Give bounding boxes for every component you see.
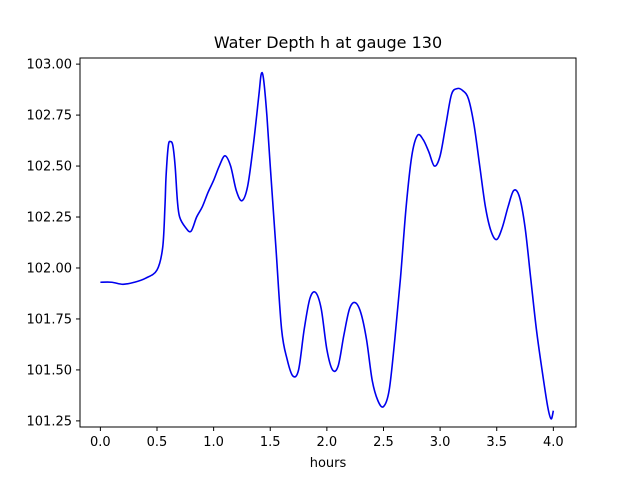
x-axis-ticks: 0.0 0.5 1.0 1.5 2.0 2.5 3.0 3.5 4.0 [90, 427, 564, 450]
y-tick-label: 101.75 [27, 312, 73, 327]
x-tick-label: 4.0 [543, 435, 564, 450]
y-tick-label: 101.25 [27, 414, 73, 429]
x-tick-label: 0.0 [90, 435, 111, 450]
y-tick-label: 103.00 [27, 58, 73, 73]
y-tick-label: 102.25 [27, 211, 73, 226]
y-tick-label: 102.75 [27, 109, 73, 124]
water-depth-series-line [100, 71, 555, 420]
x-tick-label: 3.0 [430, 435, 451, 450]
x-tick-label: 2.0 [317, 435, 338, 450]
x-tick-label: 0.5 [147, 435, 168, 450]
chart-title: Water Depth h at gauge 130 [214, 33, 442, 52]
y-tick-label: 101.50 [27, 363, 73, 378]
x-tick-label: 1.5 [260, 435, 281, 450]
x-axis-label: hours [310, 456, 347, 471]
x-tick-label: 1.0 [203, 435, 224, 450]
x-tick-label: 2.5 [373, 435, 394, 450]
plot-area [79, 57, 577, 428]
x-tick-label: 3.5 [486, 435, 507, 450]
series-layer [100, 71, 555, 420]
y-tick-label: 102.50 [27, 160, 73, 175]
y-axis-ticks: 101.25 101.50 101.75 102.00 102.25 102.50 102.… [27, 58, 80, 429]
y-tick-label: 102.00 [27, 261, 73, 276]
